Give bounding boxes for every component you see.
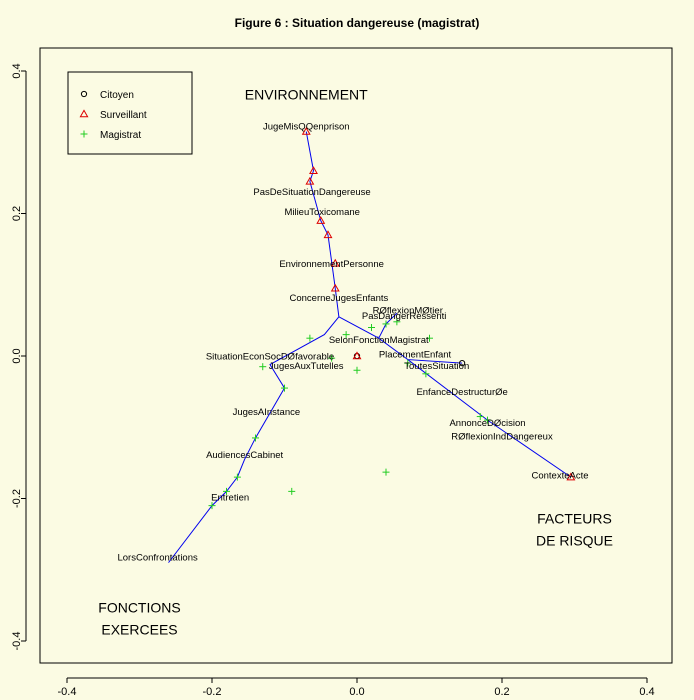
point-label: RØflexionMØtier: [373, 305, 443, 316]
point-labels: JugeMisQQenprison PasDeSituationDangereus…: [117, 121, 588, 563]
point-label: PasDeSituationDangereuse: [253, 187, 370, 198]
surveillant-point: [330, 283, 340, 292]
x-tick-label: -0.2: [203, 686, 222, 698]
region-annotations: ENVIRONNEMENT FACTEURS DE RISQUE FONCTIONS E…: [98, 87, 613, 638]
region-label: FONCTIONS: [98, 600, 180, 616]
y-tick-label: 0.4: [11, 63, 23, 78]
surveillant-point: [330, 258, 340, 267]
x-tick-label: 0.0: [349, 686, 364, 698]
magistrat-point: [368, 324, 375, 331]
magistrat-point: [353, 366, 361, 374]
y-tick-label: 0.0: [11, 348, 23, 363]
point-label: AudiencesCabinet: [206, 450, 283, 461]
y-tick-label: 0.2: [11, 206, 23, 221]
legend: Citoyen Surveillant Magistrat: [67, 71, 193, 155]
legend-label: Citoyen: [100, 90, 134, 101]
legend-label: Magistrat: [100, 130, 141, 141]
citoyen-point: [459, 360, 466, 367]
magistrat-point: [382, 468, 390, 476]
surveillant-point: [566, 472, 576, 481]
point-label: ToutesSituation: [404, 361, 469, 372]
axes: -0.4 -0.2 0.0 0.2 0.4 -0.4 -0.2 0.0 0.2 0.4: [11, 63, 655, 698]
magistrat-point: [288, 487, 296, 495]
magistrat-point: [484, 416, 491, 424]
x-tick-label: 0.2: [494, 686, 509, 698]
tree-edge: [305, 131, 340, 317]
point-label: AnnonceDØcision: [449, 418, 525, 429]
magistrat-point: [476, 413, 484, 421]
magistrat-point: [233, 473, 241, 481]
magistrat-point: [422, 370, 430, 378]
tree-edge: [338, 316, 463, 364]
magistrat-point: [281, 384, 288, 392]
surveillant-point: [309, 166, 318, 174]
point-label: JugesAInstance: [233, 407, 301, 418]
legend-label: Surveillant: [100, 110, 147, 121]
legend-marker: [79, 109, 89, 118]
region-label: EXERCEES: [101, 622, 177, 638]
magistrat-point: [208, 502, 216, 510]
plot-frame: [39, 47, 673, 664]
y-tick-label: -0.4: [11, 632, 23, 651]
point-label: ContexteActe: [531, 471, 588, 482]
region-label: DE RISQUE: [536, 532, 613, 548]
magistrat-point: [223, 487, 230, 495]
point-label: Entretien: [211, 493, 249, 504]
x-tick-label: 0.4: [639, 686, 654, 698]
point-label: ConcerneJugesEnfants: [289, 293, 388, 304]
region-label: ENVIRONNEMENT: [245, 87, 368, 103]
magistrat-point: [342, 331, 350, 339]
surveillant-point: [323, 230, 333, 239]
legend-marker: [80, 130, 88, 138]
tree-edge: [168, 316, 340, 563]
point-label: EnfanceDestructurØe: [416, 387, 507, 398]
point-label: PlacementEnfant: [379, 349, 452, 360]
surveillant-point: [305, 176, 315, 185]
y-tick-label: -0.2: [11, 489, 23, 508]
point-label: EnvironnementPersonne: [279, 259, 384, 270]
magistrat-point: [328, 354, 336, 362]
magistrat-point: [426, 334, 433, 342]
point-label: MilieuToxicomane: [284, 207, 360, 218]
region-label: FACTEURS: [537, 510, 612, 526]
point-label: PasDangerRessenti: [362, 311, 447, 322]
point-label: JugeMisQQenprison: [263, 121, 350, 132]
point-label: JugesAuxTutelles: [269, 361, 344, 372]
point-label: SelonFonctionMagistrat: [329, 335, 429, 346]
chart-title: Figure 6 : Situation dangereuse (magistr…: [235, 16, 480, 30]
surveillant-point: [301, 126, 311, 135]
magistrat-point: [306, 334, 314, 342]
data-points: [208, 126, 576, 510]
point-label: LorsConfrontations: [117, 552, 198, 563]
magistrat-point: [382, 320, 390, 328]
surveillant-point: [316, 216, 326, 224]
point-label: RØflexionIndDangereux: [451, 431, 553, 442]
magistrat-point: [252, 434, 259, 442]
x-tick-label: -0.4: [58, 686, 77, 698]
legend-marker: [80, 90, 88, 98]
legend-box: [67, 71, 193, 155]
magistrat-point: [404, 359, 412, 367]
magistrat-point: [259, 363, 267, 371]
magistrat-point: [393, 318, 401, 326]
surveillant-point: [352, 351, 362, 360]
point-label: SituationEconSocDØfavorable: [206, 352, 334, 363]
